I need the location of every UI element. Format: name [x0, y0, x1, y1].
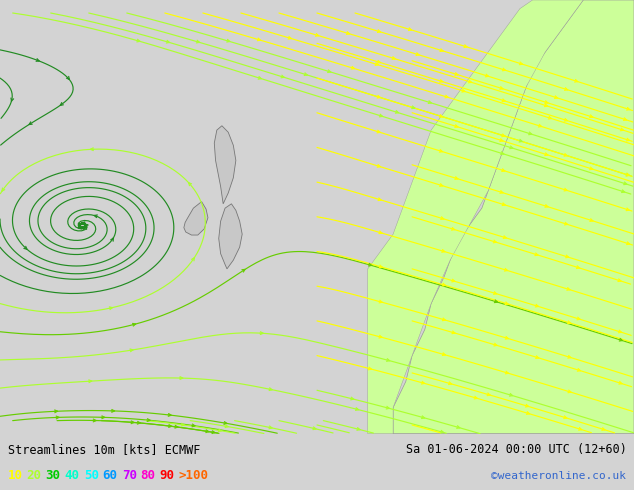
Text: 80: 80: [141, 469, 156, 483]
Text: 30: 30: [46, 469, 61, 483]
Polygon shape: [184, 202, 208, 235]
Polygon shape: [214, 126, 236, 204]
Text: 90: 90: [160, 469, 175, 483]
Polygon shape: [219, 204, 242, 269]
Text: 10: 10: [8, 469, 23, 483]
Text: 40: 40: [65, 469, 80, 483]
Text: 50: 50: [84, 469, 99, 483]
Text: Sa 01-06-2024 00:00 UTC (12+60): Sa 01-06-2024 00:00 UTC (12+60): [406, 443, 626, 456]
Text: Streamlines 10m [kts] ECMWF: Streamlines 10m [kts] ECMWF: [8, 443, 200, 456]
Text: >100: >100: [179, 469, 209, 483]
Text: 60: 60: [103, 469, 118, 483]
Text: ©weatheronline.co.uk: ©weatheronline.co.uk: [491, 471, 626, 481]
Polygon shape: [393, 0, 634, 434]
Text: 20: 20: [27, 469, 42, 483]
Text: 70: 70: [122, 469, 137, 483]
Polygon shape: [368, 0, 583, 434]
